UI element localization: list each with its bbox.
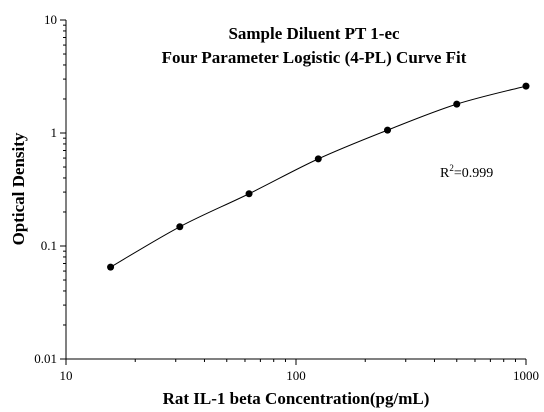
y-axis-label: Optical Density [9, 132, 28, 245]
y-tick-label: 1 [51, 125, 58, 140]
y-tick-label: 0.01 [34, 351, 57, 366]
x-tick-label: 1000 [513, 368, 539, 383]
data-point [384, 126, 392, 134]
x-tick-label: 10 [60, 368, 73, 383]
data-point [522, 82, 530, 90]
r-label: R [440, 166, 450, 181]
tick-labels: 10 100 1000 0.01 0.1 1 10 [34, 12, 539, 383]
data-point [176, 223, 184, 231]
data-point [107, 263, 115, 271]
data-points [107, 82, 530, 271]
chart-title: Sample Diluent PT 1-ec [228, 24, 400, 43]
x-axis-label: Rat IL-1 beta Concentration(pg/mL) [163, 389, 430, 408]
ticks [60, 19, 527, 365]
chart-subtitle: Four Parameter Logistic (4-PL) Curve Fit [162, 48, 467, 67]
r-squared-annotation: R2=0.999 [440, 163, 493, 181]
r-value: =0.999 [454, 166, 493, 181]
data-point [314, 155, 322, 163]
y-tick-label: 10 [44, 12, 57, 27]
r-superscript: 2 [449, 163, 454, 173]
axes [65, 20, 526, 360]
data-point [245, 190, 253, 198]
data-point [453, 100, 461, 108]
x-tick-label: 100 [286, 368, 306, 383]
y-tick-label: 0.1 [41, 238, 57, 253]
